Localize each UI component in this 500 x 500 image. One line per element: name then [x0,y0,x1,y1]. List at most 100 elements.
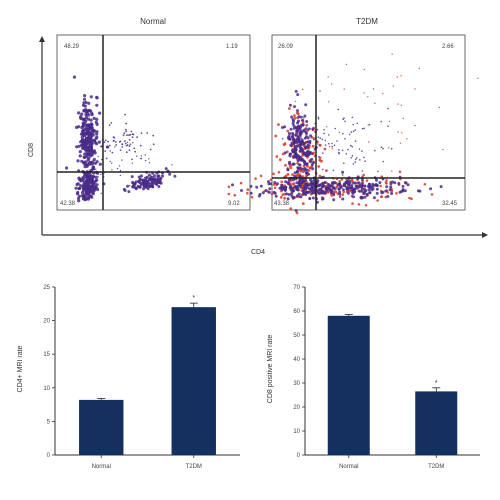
event-dot [298,163,302,167]
event-dot [327,183,331,187]
event-dot [284,187,287,191]
event-dot [259,174,263,178]
event-dot [368,191,372,195]
event-dot [308,141,312,145]
event-dot [264,189,268,193]
event-dot [367,188,371,192]
event-dot [401,132,403,134]
flow-events-t2dm [227,53,479,215]
event-dot [406,183,410,187]
event-dot [88,152,92,156]
event-dot [291,122,295,125]
event-dot [85,175,89,179]
event-dot [310,167,312,169]
event-dot [305,145,309,149]
y-tick-label: 5 [47,419,51,425]
flow-panel-title: Normal [140,17,166,26]
event-dot [327,76,329,78]
event-dot [305,171,309,175]
event-dot [82,118,86,122]
event-dot [304,127,308,131]
event-dot [401,184,405,188]
bar [79,399,124,455]
event-dot [299,195,303,199]
event-dot [119,169,122,172]
event-dot [410,197,413,201]
event-dot [77,144,81,148]
event-dot [305,185,309,189]
event-dot [330,189,334,193]
event-dot [321,191,325,195]
event-dot [402,117,404,120]
event-dot [108,144,111,147]
quadrant-bottom-right: 9.02 [228,201,240,207]
event-dot [344,120,346,123]
event-dot [331,148,333,150]
event-dot [312,138,315,141]
event-dot [310,163,314,167]
event-dot [333,187,337,191]
event-dot [298,134,302,137]
event-dot [280,180,284,184]
event-dot [298,166,302,170]
event-dot [278,158,282,162]
quadrant-bottom-left: 43.38 [274,201,290,207]
event-dot [338,190,342,194]
event-dot [288,162,291,166]
event-dot [144,176,146,179]
event-dot [305,123,309,127]
event-dot [95,183,99,187]
event-dot [329,145,331,148]
event-dot [370,188,374,192]
event-dot [323,129,325,131]
event-dot [231,183,234,187]
event-dot [98,111,102,115]
event-dot [350,157,353,159]
event-dot [249,184,253,188]
event-dot [81,103,86,107]
event-dot [104,139,107,142]
x-tick-label: Normal [92,464,111,470]
event-dot [375,178,378,182]
event-dot [85,155,89,159]
event-dot [140,132,143,135]
event-dot [119,140,122,143]
event-dot [406,138,408,140]
event-dot [89,95,93,99]
event-dot [126,184,130,188]
event-dot [82,160,86,164]
event-dot [346,188,349,191]
event-dot [92,167,96,171]
event-dot [87,196,91,200]
event-dot [164,167,168,171]
event-dot [83,165,87,169]
event-dot [227,192,231,196]
y-tick-label: 15 [43,352,50,358]
event-dot [299,148,303,151]
event-dot [298,174,302,178]
event-dot [309,160,312,164]
event-dot [359,196,363,200]
event-dot [87,101,91,105]
event-dot [338,151,340,154]
event-dot [294,209,298,212]
event-dot [321,138,324,141]
event-dot [268,187,272,191]
event-dot [362,173,366,177]
event-dot [305,120,309,123]
event-dot [287,193,291,196]
event-dot [294,100,297,103]
flow-plot-frame [56,34,251,211]
event-dot [147,173,151,177]
event-dot [285,192,289,196]
significance-marker: * [192,295,195,302]
event-dot [305,168,309,172]
event-dot [332,169,335,172]
event-dot [281,137,284,140]
event-dot [274,194,278,198]
event-dot [296,173,299,177]
event-dot [290,115,294,119]
event-dot [272,172,275,176]
event-dot [157,174,161,178]
event-dot [354,129,357,131]
